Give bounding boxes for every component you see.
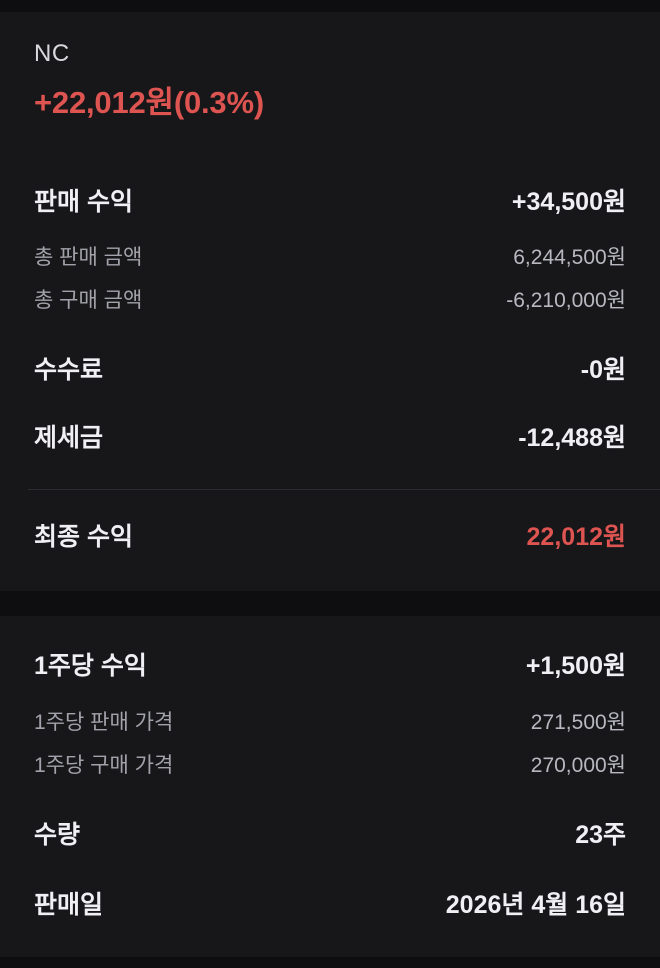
total-profit-headline: +22,012원(0.3%) (34, 85, 264, 120)
total-purchase-amount-label: 총 구매 금액 (34, 289, 143, 312)
per-share-sale-price-value: 271,500원 (530, 711, 626, 734)
total-purchase-amount-value: -6,210,000원 (506, 289, 626, 312)
bottom-edge-strip (0, 957, 660, 968)
row-per-share-purchase-price: 1주당 구매 가격 270,000원 (34, 754, 626, 778)
total-sale-amount-value: 6,244,500원 (513, 246, 626, 269)
tax-value: -12,488원 (518, 424, 626, 452)
per-share-purchase-price-label: 1주당 구매 가격 (34, 754, 174, 777)
row-total-sale-amount: 총 판매 금액 6,244,500원 (34, 246, 626, 270)
top-edge-strip (0, 0, 660, 12)
per-share-profit-label: 1주당 수익 (34, 652, 147, 680)
per-share-section: 1주당 수익 +1,500원 1주당 판매 가격 271,500원 1주당 구매… (0, 652, 660, 919)
sale-date-label: 판매일 (34, 891, 104, 919)
final-profit-label: 최종 수익 (34, 523, 133, 551)
sale-date-value: 2026년 4월 16일 (445, 891, 626, 919)
row-sale-profit: 판매 수익 +34,500원 (34, 188, 626, 216)
content-area: NC +22,012원(0.3%) 판매 수익 +34,500원 총 판매 금액… (0, 40, 660, 551)
per-share-sale-price-label: 1주당 판매 가격 (34, 711, 174, 734)
total-sale-amount-label: 총 판매 금액 (34, 246, 143, 269)
sale-profit-value: +34,500원 (511, 188, 626, 216)
stock-name: NC (34, 40, 70, 67)
fee-value: -0원 (580, 356, 626, 384)
row-per-share-profit: 1주당 수익 +1,500원 (34, 652, 626, 680)
row-total-purchase-amount: 총 구매 금액 -6,210,000원 (34, 289, 626, 313)
tax-label: 제세금 (34, 424, 104, 452)
quantity-label: 수량 (34, 821, 81, 849)
row-sale-date: 판매일 2026년 4월 16일 (34, 891, 626, 919)
row-quantity: 수량 23주 (34, 821, 626, 849)
quantity-value: 23주 (575, 821, 626, 849)
row-final-profit: 최종 수익 22,012원 (34, 523, 626, 551)
section-separator-band (0, 591, 660, 616)
per-share-profit-value: +1,500원 (525, 652, 626, 680)
row-per-share-sale-price: 1주당 판매 가격 271,500원 (34, 711, 626, 735)
row-tax: 제세금 -12,488원 (34, 424, 626, 452)
per-share-purchase-price-value: 270,000원 (530, 754, 626, 777)
sale-profit-label: 판매 수익 (34, 188, 133, 216)
final-profit-value: 22,012원 (526, 523, 626, 551)
fee-label: 수수료 (34, 356, 104, 384)
section-divider-line (28, 489, 660, 490)
row-fee: 수수료 -0원 (34, 356, 626, 384)
